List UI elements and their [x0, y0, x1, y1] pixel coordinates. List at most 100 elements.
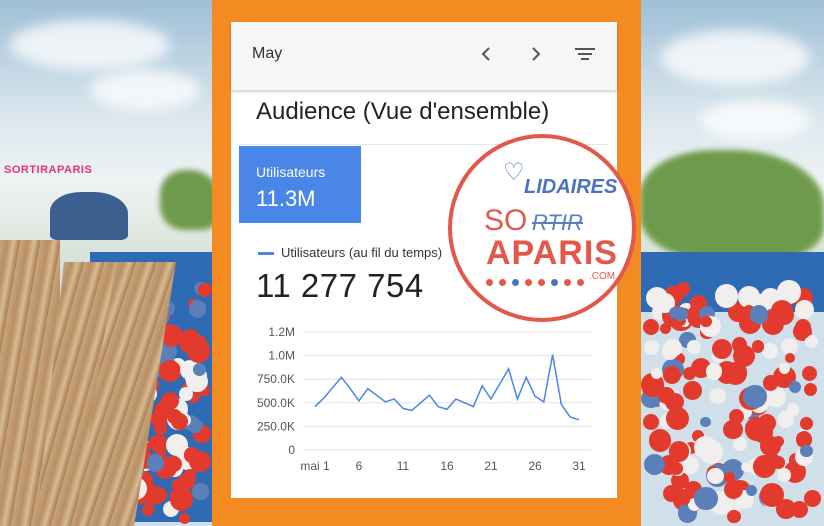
ball	[665, 406, 690, 431]
ball	[641, 373, 665, 397]
ball	[723, 361, 748, 386]
ball	[142, 503, 155, 516]
ball	[151, 486, 168, 504]
ball	[803, 489, 821, 507]
cloud	[90, 70, 200, 110]
ball	[155, 446, 166, 457]
x-tick-label: 21	[484, 459, 498, 473]
ball	[183, 447, 200, 463]
top-bar: May	[231, 22, 617, 90]
ball	[160, 391, 179, 411]
ball-pit-right	[641, 280, 824, 526]
ball	[166, 434, 189, 456]
ball	[686, 340, 701, 354]
filter-icon[interactable]	[573, 42, 597, 66]
ball	[668, 307, 681, 320]
logo-top-word: LIDAIRES	[524, 176, 618, 198]
ball	[193, 363, 207, 377]
trees	[640, 150, 824, 260]
logo-prefix: SO	[484, 204, 528, 237]
ball	[801, 366, 817, 382]
ball	[743, 384, 768, 409]
divider	[239, 144, 609, 145]
ball	[786, 403, 800, 416]
ball	[759, 483, 784, 508]
ball	[169, 486, 188, 505]
ball	[644, 339, 659, 355]
ball	[700, 416, 711, 427]
ball	[773, 436, 785, 448]
x-tick-label: 11	[397, 459, 410, 473]
ball	[184, 469, 196, 482]
ball	[661, 343, 678, 360]
heart-icon: ♡	[503, 159, 525, 186]
ball	[691, 430, 704, 443]
ball	[745, 485, 757, 496]
ball	[765, 387, 786, 408]
ball	[154, 422, 168, 436]
ball	[770, 300, 793, 323]
ball	[171, 479, 184, 492]
section-title: Audience (Vue d'ensemble)	[256, 98, 550, 125]
ball	[669, 441, 690, 462]
chevron-right-icon[interactable]	[524, 42, 548, 66]
ball	[776, 498, 797, 519]
tent	[50, 192, 128, 240]
logo-suffix: .COM	[589, 271, 616, 282]
ball	[693, 436, 717, 460]
ball	[648, 429, 671, 452]
ball	[777, 280, 801, 304]
y-tick-label: 1.0M	[268, 349, 295, 363]
ball	[659, 322, 671, 334]
ball	[693, 486, 718, 511]
ball	[158, 359, 182, 383]
metric-tile-users[interactable]: Utilisateurs 11.3M	[239, 146, 361, 223]
ball	[199, 426, 210, 437]
ball	[180, 329, 200, 349]
ball	[749, 305, 769, 324]
x-tick-label: 26	[528, 459, 542, 473]
ball	[197, 283, 212, 298]
y-tick-label: 500.0K	[257, 396, 295, 410]
logo-social-icons	[486, 273, 606, 286]
ball	[679, 455, 699, 475]
ball	[714, 284, 739, 309]
ball	[146, 454, 165, 473]
series-line	[314, 354, 580, 421]
ball	[795, 300, 814, 320]
ball	[753, 454, 777, 478]
y-tick-label: 0	[288, 443, 295, 457]
ball	[192, 483, 209, 500]
cloud	[660, 30, 810, 85]
cloud	[10, 20, 170, 70]
ball	[740, 461, 751, 472]
ball	[682, 381, 702, 400]
ball	[737, 286, 760, 308]
ball	[670, 462, 683, 475]
ball	[679, 494, 690, 506]
ball	[685, 441, 698, 454]
ball	[707, 468, 724, 485]
chevron-left-icon[interactable]	[474, 42, 498, 66]
x-tick-label: 6	[356, 459, 363, 473]
ball	[800, 417, 814, 431]
ball	[662, 365, 681, 384]
metric-label: Utilisateurs	[256, 164, 326, 180]
metric-value: 11.3M	[256, 186, 316, 211]
rooftop-sign: SORTIRAPARIS	[4, 164, 93, 176]
ball	[178, 513, 190, 524]
ball	[751, 340, 765, 354]
trees	[160, 170, 220, 230]
period-label[interactable]: May	[252, 45, 283, 62]
legend-swatch	[258, 252, 274, 255]
total-value: 11 277 754	[256, 267, 424, 304]
ball	[188, 300, 207, 318]
ball	[712, 339, 733, 360]
ball	[724, 479, 744, 499]
ball	[665, 393, 684, 412]
ball	[751, 420, 774, 443]
ball	[731, 337, 748, 354]
ball	[803, 382, 818, 397]
x-tick-label: mai 1	[300, 459, 330, 473]
